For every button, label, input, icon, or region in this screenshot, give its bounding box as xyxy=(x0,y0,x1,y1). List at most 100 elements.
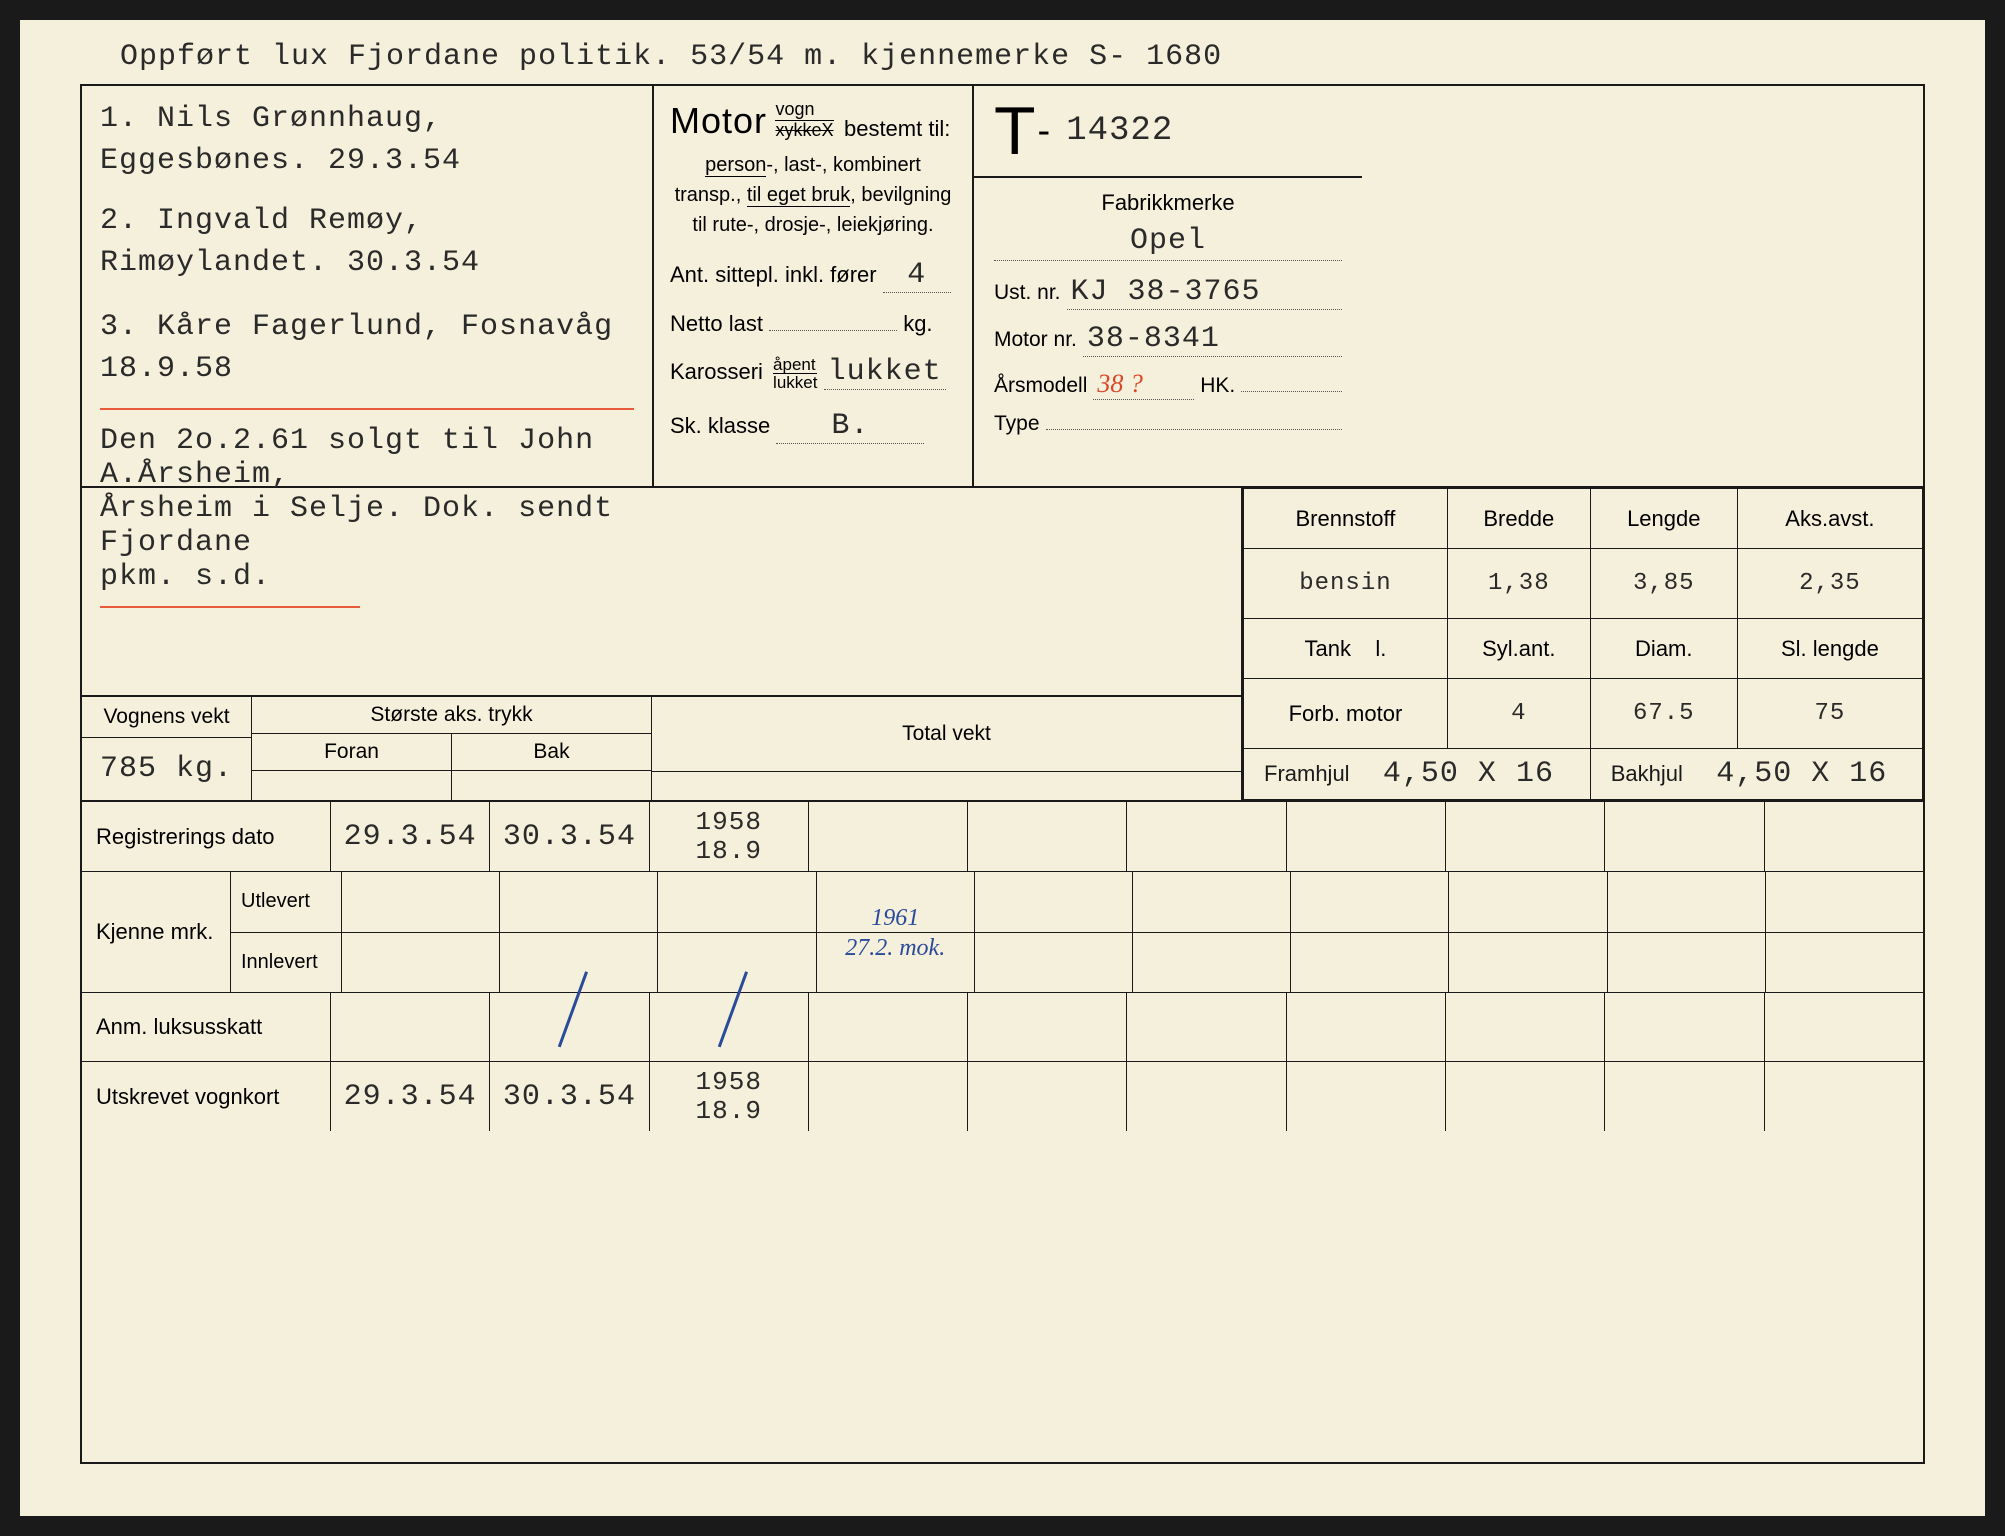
anm-label: Anm. luksusskatt xyxy=(82,993,331,1061)
netto-last-row: Netto last kg. xyxy=(670,311,956,337)
innlevert-cell xyxy=(1133,933,1291,993)
aksavst-header: Aks.avst. xyxy=(1737,489,1922,549)
reg-date-empty xyxy=(1127,802,1286,871)
bakhjul-value: 4,50 X 16 xyxy=(1716,757,1887,791)
innlevert-cell xyxy=(1608,933,1766,993)
sale-note: pkm. s.d. xyxy=(100,560,634,594)
utskrevet-label: Utskrevet vognkort xyxy=(82,1062,331,1131)
bakhjul-cell: Bakhjul 4,50 X 16 xyxy=(1590,749,1922,800)
diam-header: Diam. xyxy=(1590,619,1737,679)
vogn-sykkel: vogn xykkeX xyxy=(775,100,833,141)
innlevert-cell: 1961 27.2. mok. xyxy=(817,933,975,993)
sk-klasse-value: B. xyxy=(776,409,924,444)
karosseri-label: Karosseri xyxy=(670,359,763,384)
arsmodell-label: Årsmodell xyxy=(994,374,1087,398)
utskrevet-empty xyxy=(1605,1062,1764,1131)
reg-year: 1958 xyxy=(696,808,762,837)
vogn-label: vogn xyxy=(775,100,833,121)
sllengde-value: 75 xyxy=(1737,679,1922,749)
innlevert-cell xyxy=(500,933,658,993)
motor-title: Motor xyxy=(670,100,767,142)
utskrevet-date: 30.3.54 xyxy=(490,1062,649,1131)
motor-nr-label: Motor nr. xyxy=(994,328,1077,352)
framhjul-value: 4,50 X 16 xyxy=(1383,757,1554,791)
motor-nr-value: 38-8341 xyxy=(1083,322,1342,357)
sale-note: Årsheim i Selje. Dok. sendt Fjordane xyxy=(100,492,634,560)
utlevert-cell xyxy=(1291,872,1449,932)
reg-date: 1958 18.9 xyxy=(650,802,809,871)
lukket-label: lukket xyxy=(773,374,817,391)
utskrevet-row: Utskrevet vognkort 29.3.54 30.3.54 1958 … xyxy=(82,1062,1923,1131)
karosseri-value: lukket xyxy=(824,355,946,390)
bak-label: Bak xyxy=(452,734,651,770)
foran-label: Foran xyxy=(252,734,452,770)
motor-nr-row: Motor nr. 38-8341 xyxy=(994,322,1342,357)
innlevert-cell xyxy=(1291,933,1449,993)
utskrevet-empty xyxy=(968,1062,1127,1131)
netto-last-label: Netto last xyxy=(670,311,763,336)
ust-nr-label: Ust. nr. xyxy=(994,281,1061,305)
top-area: 1. Nils Grønnhaug, Eggesbønes. 29.3.54 2… xyxy=(82,86,1923,488)
right-column: T - 14322 Fabrikkmerke Opel Ust. nr. KJ … xyxy=(972,86,1362,486)
netto-last-value xyxy=(769,330,897,331)
seats-value: 4 xyxy=(883,258,951,293)
plate-number: 14322 xyxy=(1066,112,1173,150)
arsmodell-row: Årsmodell 38 ? HK. xyxy=(994,369,1342,400)
apent-lukket: åpent lukket xyxy=(773,356,817,391)
total-vekt-value xyxy=(652,772,1241,800)
sale-note: Den 2o.2.61 solgt til John A.Årsheim, xyxy=(100,424,634,492)
anm-cell xyxy=(490,993,649,1061)
reg-date: 30.3.54 xyxy=(490,802,649,871)
plate-dash: - xyxy=(1038,110,1051,153)
motor-purpose-list: person-, last-, kombinert transp., til e… xyxy=(670,150,956,240)
brennstoff-value: bensin xyxy=(1244,549,1448,619)
karosseri-row: Karosseri åpent lukket lukket xyxy=(670,355,956,391)
vognens-vekt-value: 785 kg. xyxy=(82,738,251,800)
apent-label: åpent xyxy=(773,356,817,374)
total-vekt-label: Total vekt xyxy=(652,697,1241,772)
framhjul-cell: Framhjul 4,50 X 16 xyxy=(1244,749,1591,800)
aksavst-value: 2,35 xyxy=(1737,549,1922,619)
reg-day: 18.9 xyxy=(696,837,762,866)
lengde-value: 3,85 xyxy=(1590,549,1737,619)
innlevert-label: Innlevert xyxy=(231,933,342,993)
bakhjul-label: Bakhjul xyxy=(1611,761,1683,786)
innlevert-cell xyxy=(975,933,1133,993)
weight-row: Vognens vekt 785 kg. Største aks. trykk … xyxy=(82,695,1241,800)
bredde-header: Bredde xyxy=(1447,489,1590,549)
aks-trykk-label: Største aks. trykk xyxy=(252,697,651,734)
utlevert-cell xyxy=(1133,872,1291,932)
reg-date-empty xyxy=(1446,802,1605,871)
innlevert-cell xyxy=(1449,933,1607,993)
anm-cell xyxy=(1127,993,1286,1061)
kg-unit: kg. xyxy=(903,311,932,336)
brennstoff-header: Brennstoff xyxy=(1244,489,1448,549)
reg-date: 29.3.54 xyxy=(331,802,490,871)
anm-cell xyxy=(809,993,968,1061)
anm-cell xyxy=(1765,993,1923,1061)
owner-entry: 2. Ingvald Remøy, Rimøylandet. 30.3.54 xyxy=(100,200,634,284)
fabrikk-value: Opel xyxy=(994,224,1342,261)
form-border: 1. Nils Grønnhaug, Eggesbønes. 29.3.54 2… xyxy=(80,84,1925,1464)
reg-date-empty xyxy=(968,802,1127,871)
red-divider xyxy=(100,408,634,410)
bak-value xyxy=(452,771,651,800)
owner-entry: 1. Nils Grønnhaug, Eggesbønes. 29.3.54 xyxy=(100,98,634,182)
utskrevet-empty xyxy=(1765,1062,1923,1131)
sylant-value: 4 xyxy=(1447,679,1590,749)
utskrevet-empty xyxy=(1127,1062,1286,1131)
reg-date-empty xyxy=(809,802,968,871)
utskrevet-empty xyxy=(809,1062,968,1131)
foran-value xyxy=(252,771,452,800)
bredde-value: 1,38 xyxy=(1447,549,1590,619)
kjenne-row: Kjenne mrk. Utlevert xyxy=(82,872,1923,993)
red-divider-short xyxy=(100,606,360,608)
anm-cell xyxy=(331,993,490,1061)
spec-table: Brennstoff Bredde Lengde Aks.avst. bensi… xyxy=(1241,488,1923,800)
diam-value: 67.5 xyxy=(1590,679,1737,749)
fabrikk-box: Fabrikkmerke Opel Ust. nr. KJ 38-3765 Mo… xyxy=(974,178,1362,460)
utlevert-label: Utlevert xyxy=(231,872,342,932)
header-note: Oppført lux Fjordane politik. 53/54 m. k… xyxy=(120,40,1925,74)
anm-cell xyxy=(1287,993,1446,1061)
anm-cell xyxy=(1446,993,1605,1061)
